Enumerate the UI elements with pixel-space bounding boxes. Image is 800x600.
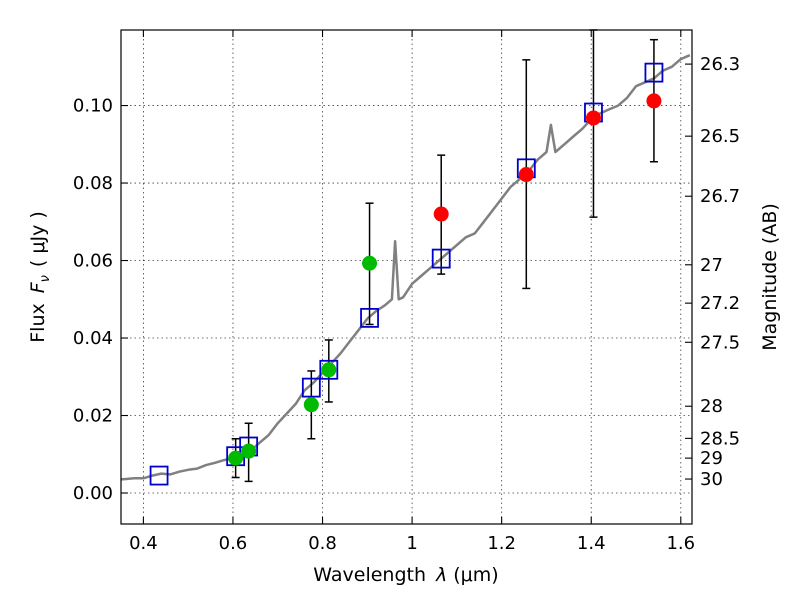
y2-tick-label: 27.5 (700, 332, 740, 353)
model-point-square (301, 377, 321, 398)
model-point-square (319, 359, 339, 380)
x-tick-label: 0.4 (129, 533, 158, 554)
model-point-square (644, 62, 664, 83)
y2-tick-label: 26.3 (700, 54, 740, 75)
plot-area (120, 29, 691, 486)
x-tick-label: 1.6 (666, 533, 695, 554)
x-tick-label: 0.8 (308, 533, 337, 554)
observed-point-circle (518, 167, 534, 183)
x-tick-label: 0.6 (219, 533, 248, 554)
axes-frame (120, 29, 693, 525)
y2-axis-label: Magnitude (AB) (759, 203, 781, 351)
y-tick-label: 0.02 (73, 406, 113, 427)
x-axis-label: Wavelength λ (μm) (313, 564, 498, 586)
observed-point-circle (362, 255, 378, 271)
y2-tick-label: 28 (700, 396, 723, 417)
x-tick-label: 1.2 (487, 533, 516, 554)
y-tick-label: 0.10 (73, 96, 113, 117)
observed-point-circle (303, 397, 319, 413)
y-tick-label: 0.06 (73, 251, 113, 272)
observed-point-circle (433, 206, 449, 222)
model-point-square (360, 307, 379, 328)
y-tick-label: 0.08 (73, 173, 113, 194)
y2-tick-label: 28.5 (700, 428, 740, 449)
ticks: 0.4 0.6 0.8 1 1.2 1.4 1.6 0.00 0.02 0.04 0.06 0.08 0… (73, 30, 740, 554)
x-tick-label: 1 (406, 533, 417, 554)
model-point-square (431, 248, 451, 269)
observed-point-circle (228, 450, 244, 466)
x-tick-label: 1.4 (577, 533, 606, 554)
y2-tick-label: 27 (700, 255, 723, 276)
y2-tick-label: 26.5 (700, 126, 740, 147)
observed-point-circle (321, 362, 337, 378)
y2-tick-label: 26.7 (700, 186, 740, 207)
y2-tick-label: 27.2 (700, 293, 740, 314)
y2-tick-label: 29 (700, 448, 723, 469)
observed-point-circle (241, 443, 257, 459)
observed-point-circle (585, 110, 601, 126)
observed-point-circle (646, 93, 662, 109)
y-tick-label: 0.00 (73, 483, 113, 504)
y-tick-label: 0.04 (73, 328, 113, 349)
grid (121, 30, 692, 524)
y-axis-label: FluxFν( μJy ) (27, 211, 53, 343)
model-point-square (149, 465, 169, 486)
y2-tick-label: 30 (700, 469, 723, 490)
